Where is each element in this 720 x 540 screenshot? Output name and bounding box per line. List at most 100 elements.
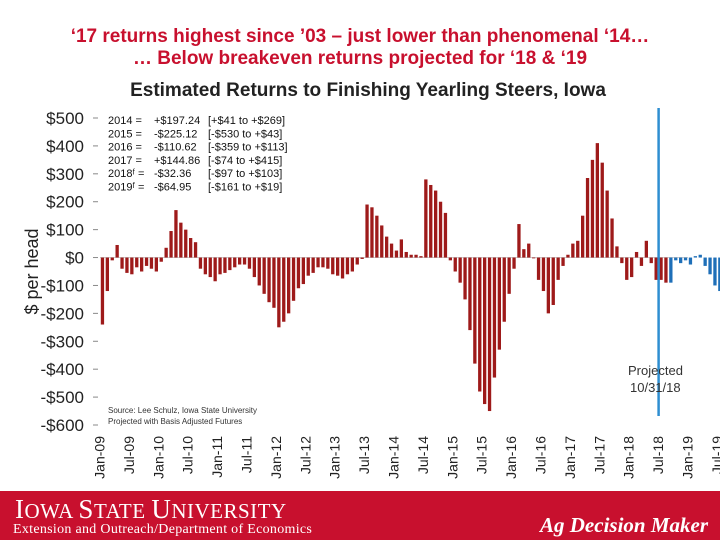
bar bbox=[581, 215, 585, 258]
bar bbox=[189, 238, 193, 258]
bar bbox=[326, 257, 330, 269]
x-tick-label: Jan-19 bbox=[679, 436, 695, 479]
bar bbox=[698, 254, 702, 258]
annotation-year: 2019ᶠ = bbox=[108, 182, 144, 194]
bar bbox=[497, 257, 501, 350]
bar bbox=[135, 257, 139, 268]
bar bbox=[193, 242, 198, 258]
y-tick-label: -$100 bbox=[41, 276, 84, 295]
annotation-range: [-$359 to +$113] bbox=[208, 142, 288, 154]
bar bbox=[669, 257, 673, 283]
bar bbox=[115, 244, 119, 258]
x-tick-label: Jan-17 bbox=[562, 436, 578, 479]
bar bbox=[571, 243, 575, 258]
bar bbox=[453, 257, 457, 272]
annotation-return: -$64.95 bbox=[154, 182, 191, 194]
bar bbox=[223, 257, 227, 273]
chart-title: Estimated Returns to Finishing Yearling … bbox=[130, 80, 606, 101]
bar bbox=[336, 257, 340, 276]
bar bbox=[600, 162, 604, 258]
x-tick-label: Jan-15 bbox=[444, 436, 460, 479]
y-tick-label: $300 bbox=[46, 165, 84, 184]
uni-word-niversity: NIVERSITY bbox=[171, 499, 287, 523]
bar bbox=[634, 251, 639, 258]
annotation-year: 2016 = bbox=[108, 142, 142, 154]
x-tick-label: Jul-13 bbox=[356, 436, 372, 474]
uni-letter-u: U bbox=[151, 494, 172, 524]
bar bbox=[556, 257, 560, 280]
bar bbox=[551, 257, 555, 305]
bar bbox=[375, 215, 379, 258]
bar bbox=[664, 257, 668, 283]
bar bbox=[473, 257, 477, 364]
y-tick-label: $500 bbox=[46, 109, 84, 128]
footer-subtitle: Extension and Outreach/Department of Eco… bbox=[13, 522, 313, 537]
bar bbox=[424, 179, 428, 258]
annotation-return: +$144.86 bbox=[154, 155, 200, 167]
bar bbox=[429, 184, 433, 258]
bar bbox=[198, 257, 203, 269]
bar bbox=[287, 257, 291, 314]
bar bbox=[639, 257, 644, 266]
y-tick-label: $0 bbox=[65, 249, 84, 268]
x-tick-label: Jan-12 bbox=[268, 436, 284, 479]
bar bbox=[218, 257, 222, 275]
bar bbox=[468, 257, 472, 331]
bar bbox=[546, 257, 550, 314]
x-tick-label: Jul-17 bbox=[591, 436, 607, 474]
bar bbox=[512, 257, 516, 269]
annotation-return: -$110.62 bbox=[154, 142, 197, 154]
y-axis-label: $ per head bbox=[22, 228, 42, 314]
y-tick-label: -$500 bbox=[41, 388, 84, 407]
bar bbox=[438, 201, 443, 258]
annotation-year: 2015 = bbox=[108, 128, 142, 140]
returns-bar-chart: Estimated Returns to Finishing Yearling … bbox=[22, 80, 720, 479]
bar bbox=[590, 159, 595, 258]
bar bbox=[478, 257, 482, 392]
footer-bar bbox=[0, 491, 720, 540]
bar bbox=[566, 254, 570, 258]
bar bbox=[649, 257, 653, 264]
bar bbox=[625, 257, 629, 280]
bar bbox=[380, 225, 384, 258]
bar bbox=[252, 257, 256, 278]
bar bbox=[130, 257, 134, 275]
bar bbox=[674, 257, 678, 261]
y-tick-label: $200 bbox=[46, 193, 84, 212]
bar bbox=[110, 257, 114, 261]
bar bbox=[365, 204, 369, 258]
bar bbox=[409, 254, 413, 258]
annotation-range: [-$161 to +$19] bbox=[208, 182, 282, 194]
x-tick-label: Jul-14 bbox=[415, 436, 431, 474]
bar bbox=[502, 257, 506, 322]
x-tick-label: Jan-09 bbox=[91, 436, 107, 479]
bar bbox=[683, 257, 688, 261]
bar bbox=[257, 257, 261, 286]
bar bbox=[458, 257, 462, 283]
bar bbox=[713, 257, 717, 286]
bar bbox=[355, 257, 359, 265]
x-tick-label: Jan-16 bbox=[503, 436, 519, 479]
bar bbox=[394, 250, 399, 258]
uni-letter-s: S bbox=[78, 494, 94, 524]
projection-date: 10/31/18 bbox=[630, 380, 681, 395]
bar bbox=[463, 257, 467, 300]
uni-word-owa: OWA bbox=[24, 499, 79, 523]
bar bbox=[321, 257, 325, 268]
annotation-year: 2014 = bbox=[108, 115, 142, 127]
projection-label: Projected bbox=[628, 363, 683, 378]
bar bbox=[100, 257, 105, 325]
bar bbox=[154, 257, 158, 272]
bar bbox=[149, 257, 154, 269]
bar bbox=[708, 257, 712, 275]
bar bbox=[517, 224, 521, 258]
bar bbox=[718, 257, 720, 292]
bar bbox=[301, 257, 305, 285]
x-tick-label: Jan-18 bbox=[621, 436, 637, 479]
bar bbox=[541, 257, 546, 292]
bar bbox=[233, 257, 237, 268]
bar bbox=[105, 257, 109, 292]
annotation-range: [-$74 to +$415] bbox=[208, 155, 282, 167]
x-tick-label: Jul-16 bbox=[532, 436, 548, 474]
bar bbox=[644, 240, 648, 258]
